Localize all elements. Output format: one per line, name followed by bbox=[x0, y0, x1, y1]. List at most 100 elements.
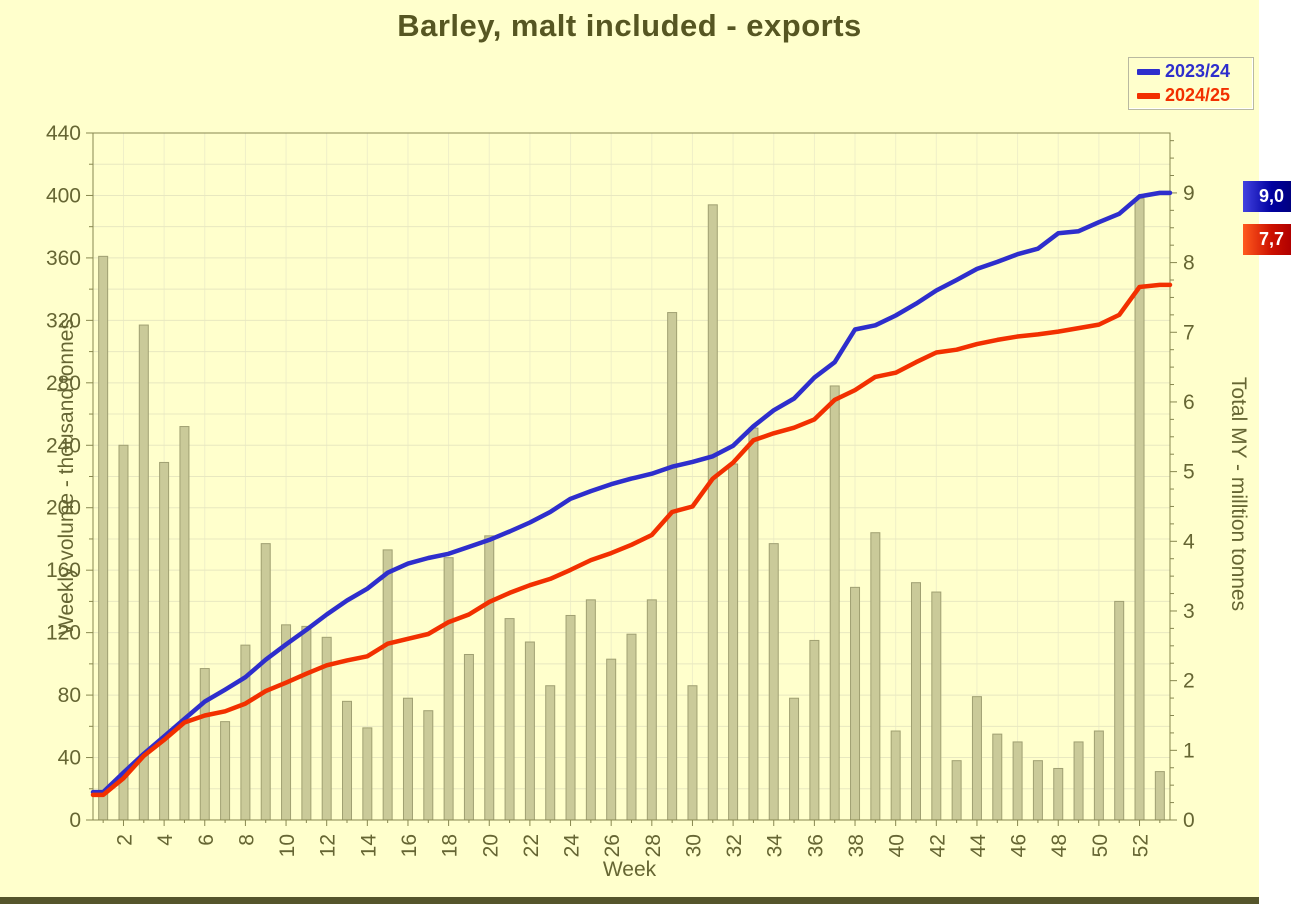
xtick-week-26: 26 bbox=[601, 834, 624, 857]
bar-week-3 bbox=[138, 324, 149, 821]
bar-week-30 bbox=[687, 685, 698, 821]
bar-week-1 bbox=[98, 255, 109, 821]
xtick-week-34: 34 bbox=[764, 834, 787, 858]
ytick-left-200: 200 bbox=[46, 497, 81, 520]
bar-week-41 bbox=[910, 582, 921, 821]
xtick-week-8: 8 bbox=[235, 834, 258, 846]
xtick-week-12: 12 bbox=[317, 834, 340, 857]
ytick-left-160: 160 bbox=[46, 559, 81, 582]
ytick-right-8: 8 bbox=[1183, 252, 1195, 275]
bar-week-9 bbox=[260, 543, 271, 821]
ytick-left-280: 280 bbox=[46, 372, 81, 395]
xtick-week-20: 20 bbox=[479, 834, 502, 857]
ytick-left-40: 40 bbox=[58, 747, 81, 770]
bar-week-13 bbox=[342, 700, 353, 821]
ytick-left-0: 0 bbox=[69, 809, 81, 832]
xtick-week-36: 36 bbox=[804, 834, 827, 857]
ytick-right-2: 2 bbox=[1183, 670, 1195, 693]
ytick-left-320: 320 bbox=[46, 309, 81, 332]
bar-week-24 bbox=[565, 614, 576, 821]
bar-week-43 bbox=[951, 760, 962, 821]
ytick-right-1: 1 bbox=[1183, 739, 1195, 762]
chart-title: Barley, malt included - exports bbox=[397, 8, 862, 43]
xtick-week-4: 4 bbox=[154, 834, 177, 846]
total-badge-2024-25: 7,7 bbox=[1243, 224, 1291, 255]
xtick-week-10: 10 bbox=[276, 834, 299, 857]
ytick-right-9: 9 bbox=[1183, 182, 1195, 205]
bar-week-20 bbox=[484, 535, 495, 821]
bar-week-21 bbox=[504, 618, 515, 821]
legend-swatch-2024-25 bbox=[1137, 92, 1160, 99]
ytick-left-400: 400 bbox=[46, 184, 81, 207]
ytick-left-360: 360 bbox=[46, 247, 81, 270]
xtick-week-32: 32 bbox=[723, 834, 746, 857]
bar-week-40 bbox=[890, 730, 901, 821]
bar-week-50 bbox=[1093, 730, 1104, 821]
axis-ticks bbox=[86, 132, 1177, 826]
xtick-week-18: 18 bbox=[439, 834, 462, 857]
bar-week-37 bbox=[829, 385, 840, 821]
bar-week-33 bbox=[748, 427, 759, 821]
bar-week-6 bbox=[199, 668, 210, 821]
legend-swatch-2023-24 bbox=[1137, 68, 1160, 75]
ytick-right-7: 7 bbox=[1183, 321, 1195, 344]
bar-week-34 bbox=[768, 543, 779, 821]
xtick-week-16: 16 bbox=[398, 834, 421, 857]
xtick-week-24: 24 bbox=[561, 834, 584, 858]
bar-week-35 bbox=[789, 697, 800, 821]
ytick-left-80: 80 bbox=[58, 684, 81, 707]
xtick-week-28: 28 bbox=[642, 834, 665, 857]
bar-week-23 bbox=[545, 685, 556, 821]
total-badge-2023-24: 9,0 bbox=[1243, 181, 1291, 212]
bar-week-16 bbox=[402, 697, 413, 821]
legend: 2023/24 2024/25 bbox=[1128, 57, 1254, 110]
bar-week-10 bbox=[281, 624, 292, 821]
bar-week-28 bbox=[646, 599, 657, 821]
xtick-week-6: 6 bbox=[195, 834, 218, 846]
xtick-week-38: 38 bbox=[845, 834, 868, 857]
cumulative-line-2023-24 bbox=[90, 190, 1173, 795]
cumulative-line-2024-25 bbox=[90, 282, 1173, 798]
bar-week-49 bbox=[1073, 741, 1084, 821]
bar-week-32 bbox=[728, 463, 739, 821]
bar-week-2 bbox=[118, 444, 129, 821]
ytick-left-240: 240 bbox=[46, 434, 81, 457]
bar-week-53 bbox=[1154, 771, 1165, 821]
xtick-week-52: 52 bbox=[1130, 834, 1153, 857]
legend-item-2023-24: 2023/24 bbox=[1137, 61, 1253, 82]
x-axis-title: Week bbox=[602, 858, 657, 881]
bottom-border-band bbox=[0, 897, 1259, 904]
bar-week-14 bbox=[362, 727, 373, 821]
ytick-right-5: 5 bbox=[1183, 461, 1195, 484]
bar-week-7 bbox=[220, 721, 231, 821]
ytick-right-0: 0 bbox=[1183, 809, 1195, 832]
xtick-week-46: 46 bbox=[1008, 834, 1031, 857]
bar-week-27 bbox=[626, 633, 637, 821]
xtick-week-30: 30 bbox=[682, 834, 705, 857]
bar-week-45 bbox=[992, 733, 1003, 821]
legend-label-2023-24: 2023/24 bbox=[1165, 61, 1231, 81]
xtick-week-2: 2 bbox=[113, 834, 136, 846]
bar-week-48 bbox=[1053, 767, 1064, 821]
ytick-right-6: 6 bbox=[1183, 391, 1195, 414]
ytick-right-4: 4 bbox=[1183, 530, 1195, 553]
bar-week-44 bbox=[971, 696, 982, 821]
bar-week-17 bbox=[423, 710, 434, 821]
ytick-right-3: 3 bbox=[1183, 600, 1195, 623]
bar-week-22 bbox=[524, 641, 535, 821]
xtick-week-50: 50 bbox=[1089, 834, 1112, 857]
xtick-week-48: 48 bbox=[1048, 834, 1071, 857]
bar-week-31 bbox=[707, 204, 718, 821]
xtick-week-22: 22 bbox=[520, 834, 543, 857]
bar-week-8 bbox=[240, 644, 251, 821]
bar-week-11 bbox=[301, 625, 312, 821]
xtick-week-40: 40 bbox=[886, 834, 909, 857]
bar-week-15 bbox=[382, 549, 393, 821]
xtick-week-42: 42 bbox=[926, 834, 949, 857]
ytick-left-440: 440 bbox=[46, 122, 81, 145]
bar-week-39 bbox=[870, 532, 881, 821]
bar-week-26 bbox=[606, 658, 617, 821]
bar-week-19 bbox=[463, 653, 474, 821]
